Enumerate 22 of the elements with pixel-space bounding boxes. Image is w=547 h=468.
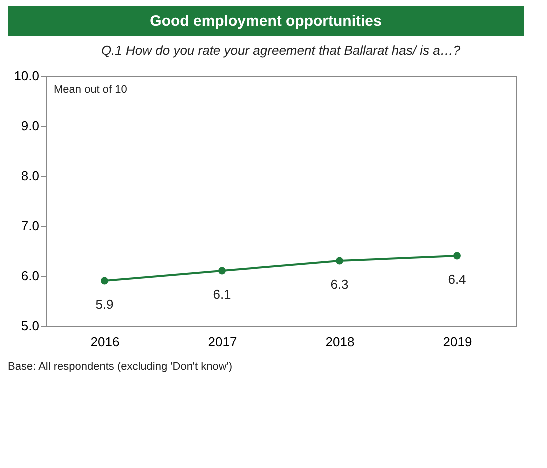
chart-subtitle: Q.1 How do you rate your agreement that Ballarat has/ is a…? bbox=[101, 43, 462, 58]
point bbox=[336, 257, 344, 265]
point bbox=[218, 267, 226, 275]
y-tick-label: 6.0 bbox=[21, 268, 40, 284]
x-tick-label: 2016 bbox=[90, 334, 120, 350]
x-tick-label: 2018 bbox=[326, 334, 355, 350]
y-tick-label: 9.0 bbox=[21, 118, 40, 134]
chart-title: Good employment opportunities bbox=[150, 13, 382, 30]
point bbox=[454, 252, 461, 260]
x-tick-label: 2017 bbox=[208, 334, 238, 350]
data-label: 6.4 bbox=[448, 272, 466, 287]
x-tick-label: 2019 bbox=[443, 334, 472, 350]
y-tick-label: 5.0 bbox=[21, 318, 40, 334]
y-tick-label: 10.0 bbox=[14, 68, 40, 84]
y-tick-label: 7.0 bbox=[21, 218, 40, 234]
data-label: 6.3 bbox=[330, 277, 349, 292]
data-label: 5.9 bbox=[96, 297, 114, 312]
y-tick-label: 8.0 bbox=[21, 168, 40, 184]
point bbox=[101, 277, 108, 285]
text: Base: All respondents (excluding 'Don't know') bbox=[8, 361, 233, 373]
data-label: 6.1 bbox=[213, 287, 232, 302]
annotation: Mean out of 10 bbox=[54, 84, 128, 96]
